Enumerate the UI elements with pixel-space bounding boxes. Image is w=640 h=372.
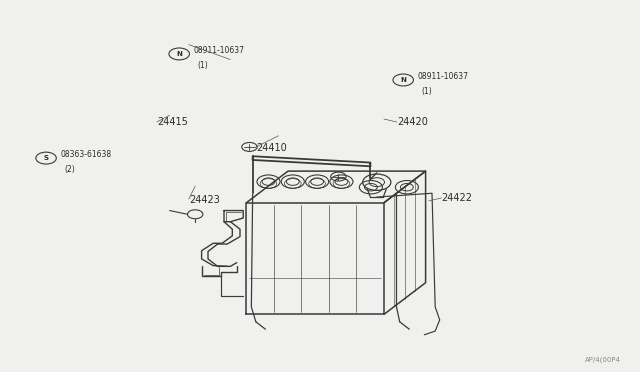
Text: 24420: 24420 [397, 116, 428, 126]
Text: 08363-61638: 08363-61638 [60, 150, 111, 159]
Text: N: N [176, 51, 182, 57]
Text: 24415: 24415 [157, 116, 188, 126]
Text: 08911-10637: 08911-10637 [193, 46, 244, 55]
Text: 24423: 24423 [189, 195, 220, 205]
Text: (2): (2) [64, 165, 75, 174]
Text: 24410: 24410 [256, 142, 287, 153]
Text: (1): (1) [421, 87, 432, 96]
Text: 08911-10637: 08911-10637 [417, 72, 468, 81]
Text: N: N [400, 77, 406, 83]
Text: S: S [44, 155, 49, 161]
Text: (1): (1) [197, 61, 208, 70]
Text: AP/4(00P4: AP/4(00P4 [585, 356, 621, 363]
Text: 24422: 24422 [442, 193, 472, 203]
